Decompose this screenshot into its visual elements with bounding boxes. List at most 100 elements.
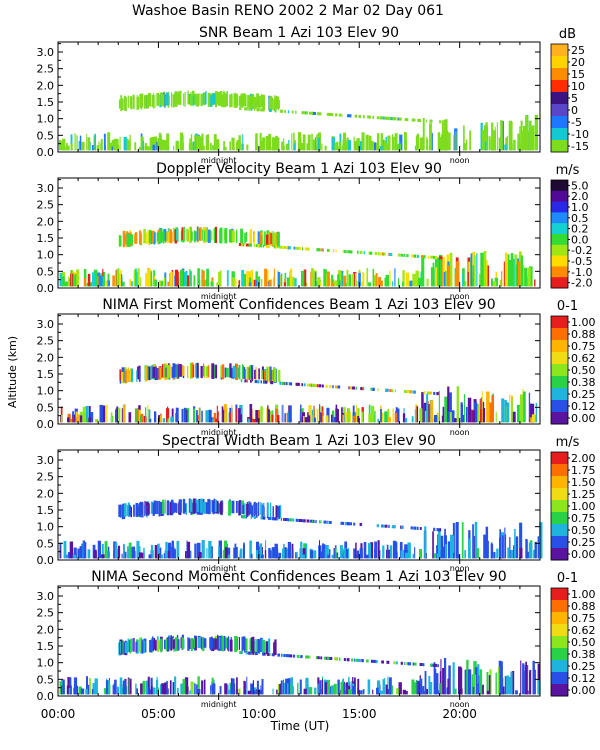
data-texture [300, 417, 303, 423]
data-texture [210, 281, 214, 287]
data-texture [223, 410, 225, 423]
data-texture [242, 504, 244, 514]
data-texture [246, 366, 250, 380]
data-texture [378, 146, 381, 151]
data-texture [523, 267, 527, 287]
data-texture [383, 252, 386, 256]
data-texture [438, 390, 440, 423]
data-texture [453, 135, 455, 151]
data-texture [254, 97, 257, 109]
data-texture [163, 228, 167, 241]
y-tick-label: 0.5 [37, 673, 55, 686]
data-texture [159, 280, 161, 287]
data-texture [426, 137, 428, 151]
data-texture [508, 120, 512, 151]
data-texture [362, 272, 365, 287]
data-texture [272, 688, 274, 695]
data-texture [354, 658, 356, 662]
data-texture [396, 688, 399, 695]
data-texture [303, 416, 305, 423]
data-texture [267, 405, 269, 423]
data-texture [140, 501, 143, 516]
data-texture [300, 655, 303, 659]
data-texture [431, 132, 433, 151]
data-texture [351, 658, 354, 662]
data-texture [300, 541, 303, 559]
data-texture [119, 235, 122, 247]
data-texture [342, 521, 345, 525]
data-texture [406, 118, 409, 122]
data-texture [458, 554, 460, 559]
data-texture [282, 679, 284, 695]
y-tick-label: 3.0 [37, 454, 55, 467]
data-texture [344, 282, 348, 287]
data-texture [203, 501, 206, 514]
data-texture [439, 254, 442, 287]
data-texture [238, 135, 241, 151]
data-texture [471, 674, 474, 695]
colorbar-swatch [551, 488, 568, 501]
data-texture [270, 517, 272, 521]
data-texture [515, 536, 519, 559]
data-texture [219, 227, 223, 244]
data-texture [154, 366, 157, 381]
colorbar-label: 0.38 [571, 376, 596, 389]
data-texture [519, 547, 523, 559]
data-texture [242, 94, 244, 109]
data-texture [216, 405, 218, 423]
data-texture [316, 138, 318, 151]
data-texture [138, 503, 141, 516]
data-texture [248, 107, 250, 111]
data-texture [181, 227, 183, 240]
data-texture [301, 270, 305, 287]
data-texture [358, 272, 361, 287]
data-texture [165, 367, 167, 378]
data-texture [448, 665, 451, 695]
data-texture [346, 269, 349, 287]
data-texture [415, 135, 419, 151]
data-texture [156, 639, 160, 652]
colorbar-swatch [551, 660, 568, 673]
data-texture [276, 232, 280, 248]
data-texture [139, 415, 141, 423]
x-tick-label: 00:00 [41, 707, 76, 721]
data-texture [305, 543, 308, 559]
data-texture [240, 107, 242, 111]
data-texture [402, 689, 406, 695]
data-texture [126, 505, 129, 516]
data-texture [199, 407, 201, 423]
data-texture [326, 112, 330, 116]
data-texture [68, 687, 71, 695]
data-texture [481, 391, 483, 423]
data-texture [213, 134, 217, 151]
data-texture [355, 386, 357, 390]
data-texture [503, 261, 505, 287]
data-texture [320, 656, 323, 660]
data-texture [312, 139, 316, 151]
data-texture [502, 120, 504, 151]
data-texture [201, 680, 204, 695]
data-texture [231, 230, 235, 241]
data-texture [346, 250, 349, 254]
data-texture [314, 272, 317, 287]
y-tick-label: 2.5 [37, 607, 55, 620]
data-texture [259, 689, 263, 695]
data-texture [131, 281, 133, 287]
data-texture [441, 133, 445, 151]
data-texture [161, 683, 165, 695]
data-texture [520, 394, 523, 423]
data-texture [305, 655, 309, 659]
data-texture [189, 690, 191, 695]
data-texture [65, 146, 69, 151]
data-texture [105, 680, 109, 695]
data-texture [170, 271, 173, 287]
data-texture [493, 552, 496, 559]
data-texture [422, 118, 425, 151]
data-texture [266, 502, 269, 517]
data-texture [485, 526, 489, 559]
data-texture [484, 408, 486, 423]
data-texture [259, 502, 261, 515]
data-texture [134, 408, 138, 423]
data-texture [380, 139, 384, 151]
data-texture [442, 406, 445, 423]
